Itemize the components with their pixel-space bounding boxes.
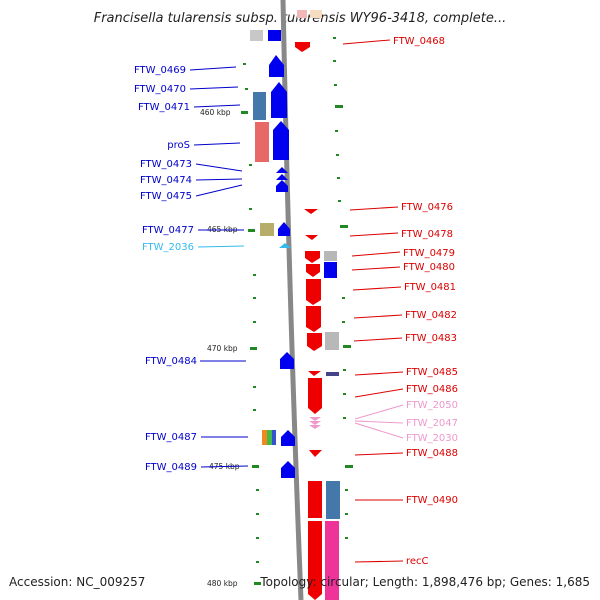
gene-label-ftw0478[interactable]: FTW_0478 xyxy=(401,229,453,240)
gene-ftw0477-homolog[interactable] xyxy=(260,223,274,236)
gene-ftw0487-arrow[interactable] xyxy=(281,430,295,446)
gene-label-ftw0480[interactable]: FTW_0480 xyxy=(403,262,455,273)
gene-label-ftw0487[interactable]: FTW_0487 xyxy=(145,432,197,443)
gene-label-ftw2050[interactable]: FTW_2050 xyxy=(406,400,458,411)
gene-ftw0471-homolog[interactable] xyxy=(253,92,266,120)
gene-ftw0487-homolog-green[interactable] xyxy=(267,430,272,445)
gene-ftw0485-homolog[interactable] xyxy=(326,372,339,376)
gene-ftw2050-arrow[interactable] xyxy=(309,417,321,421)
gene-label-ftw0489[interactable]: FTW_0489 xyxy=(145,462,197,473)
ruler-dots-left xyxy=(243,63,259,563)
gene-ftw0490-homolog[interactable] xyxy=(326,481,340,519)
gene-label-ftw0479[interactable]: FTW_0479 xyxy=(403,248,455,259)
gene-label-ftw0486[interactable]: FTW_0486 xyxy=(406,384,458,395)
gene-label-ftw0477[interactable]: FTW_0477 xyxy=(142,225,194,236)
gene-ftw0485-arrow[interactable] xyxy=(308,371,321,376)
gene-ftw0475-arrow[interactable] xyxy=(276,180,288,192)
gene-ftw0480-arrow[interactable] xyxy=(306,264,320,277)
leader-line-ftw2036 xyxy=(197,245,245,248)
gene-ftw0483-arrow[interactable] xyxy=(307,333,322,351)
tick-label-460: 460 kbp xyxy=(200,108,231,117)
gene-label-ftw0481[interactable]: FTW_0481 xyxy=(404,282,456,293)
gene-label-recc[interactable]: recC xyxy=(406,556,429,567)
gene-ftw0481-arrow[interactable] xyxy=(306,279,321,305)
gene-ftw0479-arrow[interactable] xyxy=(305,251,320,263)
gene-ftw0470-arrow[interactable] xyxy=(271,82,287,118)
gene-ftw2030-arrow[interactable] xyxy=(309,425,321,429)
map-title: Francisella tularensis subsp. tularensis… xyxy=(94,11,507,26)
gene-label-ftw0488[interactable]: FTW_0488 xyxy=(406,448,458,459)
gene-ftw0474-arrow[interactable] xyxy=(276,174,288,180)
gene-ftw0484-arrow[interactable] xyxy=(280,352,294,369)
gene-label-ftw0490[interactable]: FTW_0490 xyxy=(406,495,458,506)
major-tick-dashes xyxy=(241,105,353,585)
gene-ftw2036-arrow[interactable] xyxy=(279,243,291,248)
gene-label-pros[interactable]: proS xyxy=(167,140,190,151)
gene-ftw0489-arrow[interactable] xyxy=(281,461,295,478)
gene-ftw0469-arrow[interactable] xyxy=(269,55,284,77)
left-leader-lines xyxy=(189,66,249,468)
gene-label-ftw0469[interactable]: FTW_0469 xyxy=(134,65,186,76)
gene-ftw0487-homolog-blue[interactable] xyxy=(272,430,276,445)
top-feature-blue[interactable] xyxy=(268,30,281,41)
top-feature-pink[interactable] xyxy=(297,10,307,18)
gene-ftw0468-arrow[interactable] xyxy=(295,42,310,52)
gene-label-ftw0485[interactable]: FTW_0485 xyxy=(406,367,458,378)
gene-label-ftw2036[interactable]: FTW_2036 xyxy=(142,242,194,253)
gene-label-ftw0482[interactable]: FTW_0482 xyxy=(405,310,457,321)
top-feature-peach[interactable] xyxy=(310,10,322,18)
gene-ftw0480-homolog[interactable] xyxy=(324,262,337,278)
gene-pros-homolog[interactable] xyxy=(255,122,269,162)
gene-label-ftw0476[interactable]: FTW_0476 xyxy=(401,202,453,213)
gene-ftw0483-homolog[interactable] xyxy=(325,332,339,350)
gene-ftw2047-arrow[interactable] xyxy=(309,421,321,425)
accession-text: Accession: NC_009257 xyxy=(9,575,145,589)
gene-label-ftw0475[interactable]: FTW_0475 xyxy=(140,191,192,202)
tick-label-470: 470 kbp xyxy=(207,344,238,353)
genome-backbone xyxy=(280,0,304,600)
topology-text: Topology: circular; Length: 1,898,476 bp… xyxy=(259,575,590,589)
tick-label-480: 480 kbp xyxy=(207,579,238,588)
gene-label-ftw0468[interactable]: FTW_0468 xyxy=(393,36,445,47)
gene-label-ftw0471[interactable]: FTW_0471 xyxy=(138,102,190,113)
gene-ftw0486-arrow[interactable] xyxy=(308,378,322,414)
top-feature-gray[interactable] xyxy=(250,30,263,41)
gene-label-ftw0473[interactable]: FTW_0473 xyxy=(140,159,192,170)
gene-ftw0477-arrow[interactable] xyxy=(278,222,290,236)
gene-ftw0487-homolog-orange[interactable] xyxy=(262,430,267,445)
gene-label-ftw0483[interactable]: FTW_0483 xyxy=(405,333,457,344)
gene-ftw0476-arrow[interactable] xyxy=(304,209,318,214)
gene-label-ftw0474[interactable]: FTW_0474 xyxy=(140,175,192,186)
gene-label-ftw0470[interactable]: FTW_0470 xyxy=(134,84,186,95)
gene-label-ftw2030[interactable]: FTW_2030 xyxy=(406,433,458,444)
gene-ftw0488-arrow[interactable] xyxy=(309,450,322,457)
ruler-dots-right xyxy=(333,37,348,539)
gene-recc-homolog[interactable] xyxy=(325,521,339,600)
right-leader-lines xyxy=(342,39,404,563)
gene-ftw0482-arrow[interactable] xyxy=(306,306,321,332)
gene-pros-arrow[interactable] xyxy=(273,121,289,160)
gene-ftw0478-arrow[interactable] xyxy=(305,235,318,240)
gene-label-ftw2047[interactable]: FTW_2047 xyxy=(406,418,458,429)
gene-ftw0490-arrow[interactable] xyxy=(308,481,322,518)
gene-ftw0473-arrow[interactable] xyxy=(276,167,288,173)
gene-label-ftw0484[interactable]: FTW_0484 xyxy=(145,356,197,367)
gene-ftw0479-homolog[interactable] xyxy=(324,251,337,261)
pink-leader-lines xyxy=(354,404,404,439)
gene-recc-arrow[interactable] xyxy=(308,521,322,600)
